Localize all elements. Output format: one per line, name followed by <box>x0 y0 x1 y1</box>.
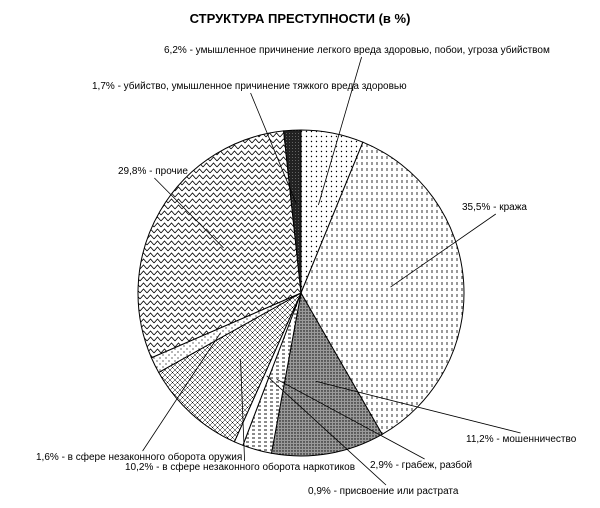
slice-label: 2,9% - грабеж, разбой <box>370 459 472 471</box>
leader-line <box>250 92 297 204</box>
slice-label: 11,2% - мошенничество <box>466 434 577 445</box>
slice-label: 1,6% - в сфере незаконного оборота оружи… <box>36 451 242 463</box>
slice-label: 6,2% - умышленное причинение легкого вре… <box>164 44 550 56</box>
pie-slice <box>283 129 302 294</box>
leader-line <box>276 378 425 460</box>
leader-line <box>318 56 362 206</box>
leader-line <box>390 213 497 288</box>
slice-label: 35,5% - кража <box>462 202 527 213</box>
slice-label: 29,8% - прочие <box>118 166 188 177</box>
pie-slice <box>300 141 465 436</box>
leader-line <box>266 375 387 486</box>
slice-label: 1,7% - убийство, умышленное причинение т… <box>92 80 407 92</box>
leader-line <box>142 332 221 452</box>
leader-line <box>154 177 224 249</box>
pie-slice <box>270 291 383 457</box>
slice-label: 0,9% - присвоение или растрата <box>308 486 459 497</box>
pie-slice <box>157 291 303 443</box>
leader-line <box>240 359 245 462</box>
slice-label: 10,2% - в сфере незаконного оборота нарк… <box>125 461 355 473</box>
leader-line <box>316 381 521 434</box>
chart-title: СТРУКТУРА ПРЕСТУПНОСТИ (в %) <box>190 11 411 26</box>
